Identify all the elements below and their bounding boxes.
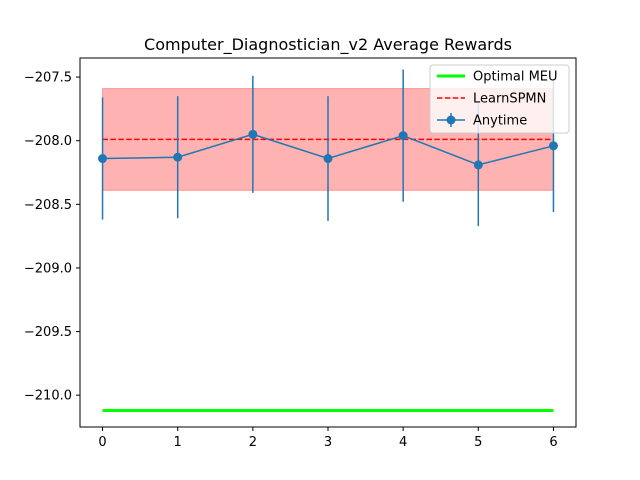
legend-label-optimal-meu: Optimal MEU [473,70,558,85]
x-tick-label: 4 [399,435,407,450]
y-tick-label: −210.0 [24,389,72,404]
anytime-point [173,152,183,162]
y-tick-label: −208.0 [24,134,72,149]
anytime-point [398,131,408,141]
x-tick-label: 1 [174,435,182,450]
anytime-point [248,129,258,139]
x-tick-label: 5 [474,435,482,450]
legend-box [429,64,570,134]
anytime-point [323,154,333,164]
anytime-point [473,160,483,170]
y-tick-label: −208.5 [24,198,72,213]
legend-label-anytime: Anytime [473,114,527,129]
anytime-point [98,154,108,164]
x-tick-label: 2 [249,435,257,450]
y-tick-label: −209.5 [24,325,72,340]
y-axis: −207.5 −208.0 −208.5 −209.0 −209.5 −210.0 [24,71,80,404]
anytime-point [548,141,558,151]
x-tick-label: 3 [324,435,332,450]
legend-label-learnspmn: LearnSPMN [473,92,546,107]
chart-title: Computer_Diagnostician_v2 Average Reward… [144,35,512,55]
y-tick-label: −209.0 [24,261,72,276]
y-tick-label: −207.5 [24,71,72,86]
x-tick-label: 6 [549,435,557,450]
legend-swatch-anytime-marker [446,115,456,125]
x-tick-label: 0 [98,435,106,450]
x-axis: 0 1 2 3 4 5 6 [98,427,558,450]
legend: Optimal MEU LearnSPMN Anytime [429,64,570,134]
